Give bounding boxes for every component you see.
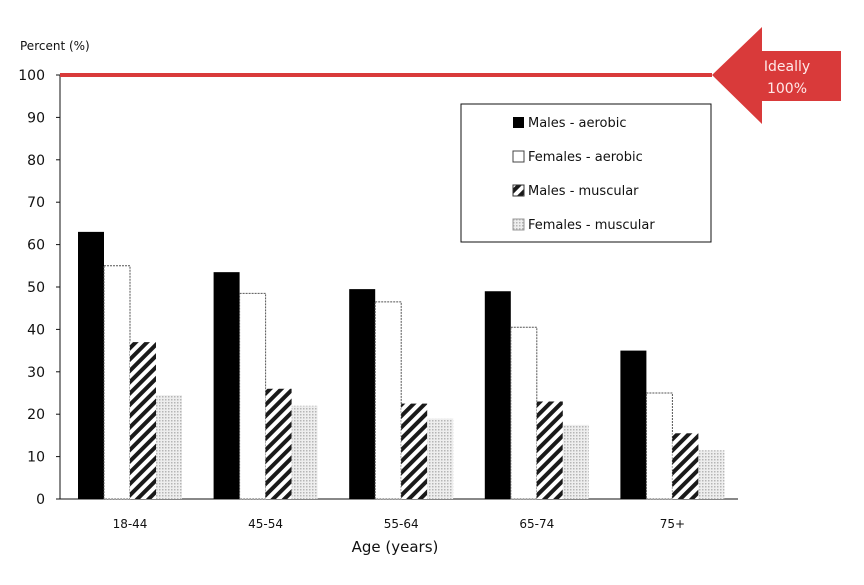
- legend-swatch-males-muscular: [512, 184, 525, 197]
- legend-label-males-aerobic: Males - aerobic: [528, 116, 627, 131]
- bar-females-muscular-65-74: [562, 424, 589, 499]
- y-axis-ticks: 0 10 20 30 40 50 60 70 80 90 100: [18, 68, 60, 508]
- bar-females-muscular-45-54: [291, 405, 318, 499]
- legend-swatch-females-muscular: [512, 218, 525, 231]
- legend-swatch-females-aerobic: [512, 150, 525, 163]
- x-axis-title: Age (years): [352, 538, 439, 556]
- legend-label-females-muscular: Females - muscular: [528, 218, 655, 233]
- bar-females-aerobic-65-74: [510, 326, 538, 500]
- legend-label-males-muscular: Males - muscular: [528, 184, 639, 199]
- bar-males-muscular-65-74: [536, 401, 563, 499]
- callout-line-2: 100%: [767, 81, 807, 97]
- bar-males-aerobic-18-44: [78, 231, 104, 499]
- bar-males-aerobic-45-54: [213, 272, 240, 499]
- legend-box: [460, 103, 712, 243]
- y-tick-label: 10: [27, 450, 45, 466]
- bar-females-aerobic-45-54: [239, 292, 267, 500]
- x-category-label: 18-44: [113, 517, 148, 531]
- legend-label-females-aerobic: Females - aerobic: [528, 150, 643, 165]
- y-axis-title: Percent (%): [20, 39, 90, 53]
- y-tick-label: 30: [27, 365, 45, 381]
- x-axis-categories: 18-44 45-54 55-64 65-74 75+: [113, 517, 686, 531]
- bar-females-aerobic-55-64: [374, 301, 402, 500]
- x-category-label: 75+: [660, 517, 685, 531]
- bar-males-muscular-45-54: [265, 388, 292, 499]
- y-tick-label: 60: [27, 238, 45, 254]
- bar-females-aerobic-75+: [645, 392, 673, 500]
- y-tick-label: 40: [27, 322, 45, 338]
- x-category-label: 55-64: [384, 517, 419, 531]
- y-tick-label: 20: [27, 407, 45, 423]
- callout-line-1: Ideally: [764, 59, 810, 75]
- bar-females-muscular-55-64: [427, 418, 454, 499]
- legend: Males - aerobic Females - aerobic Males …: [460, 103, 712, 243]
- y-tick-label: 70: [27, 195, 45, 211]
- bar-females-aerobic-18-44: [103, 265, 131, 500]
- y-tick-label: 0: [36, 492, 45, 508]
- bar-males-aerobic-75+: [620, 350, 647, 499]
- x-category-label: 45-54: [248, 517, 283, 531]
- legend-swatch-males-aerobic: [513, 117, 524, 128]
- bar-males-muscular-18-44: [130, 342, 156, 499]
- bars: [78, 231, 725, 500]
- y-tick-label: 90: [27, 110, 45, 126]
- y-tick-label: 50: [27, 280, 45, 296]
- bar-males-aerobic-55-64: [349, 289, 376, 499]
- y-tick-label: 100: [18, 68, 45, 84]
- bar-females-muscular-75+: [698, 450, 725, 499]
- bar-females-muscular-18-44: [156, 395, 182, 499]
- bar-males-muscular-75+: [672, 433, 699, 499]
- y-tick-label: 80: [27, 153, 45, 169]
- ideal-callout-arrow: [712, 27, 841, 124]
- x-category-label: 65-74: [519, 517, 554, 531]
- bar-males-aerobic-65-74: [484, 291, 511, 499]
- bar-males-muscular-55-64: [401, 403, 428, 499]
